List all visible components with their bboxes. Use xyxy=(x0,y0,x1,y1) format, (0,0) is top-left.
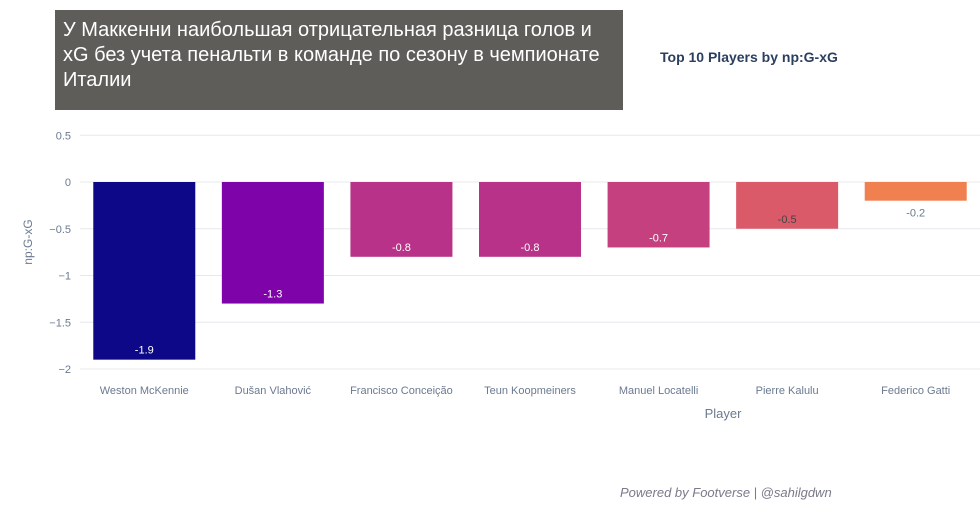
data-label: -1.9 xyxy=(135,345,154,357)
data-label: -0.7 xyxy=(649,232,668,244)
x-tick-label: Weston McKennie xyxy=(100,385,189,397)
data-label: -0.2 xyxy=(906,208,925,220)
data-label: -0.8 xyxy=(392,242,411,254)
y-tick-label: −0.5 xyxy=(49,224,71,236)
x-tick-label: Francisco Conceição xyxy=(350,385,453,397)
y-tick-label: 0.5 xyxy=(56,130,71,142)
bar xyxy=(607,182,710,248)
footer-credit: Powered by Footverse | @sahilgdwn xyxy=(620,485,832,500)
x-tick-label: Pierre Kalulu xyxy=(756,385,819,397)
x-tick-label: Teun Koopmeiners xyxy=(484,385,576,397)
y-tick-label: 0 xyxy=(65,177,71,189)
bar xyxy=(864,182,967,201)
x-tick-label: Dušan Vlahović xyxy=(235,385,312,397)
y-tick-label: −2 xyxy=(58,364,71,376)
x-tick-label: Federico Gatti xyxy=(881,385,950,397)
chart-title: Top 10 Players by np:G-xG xyxy=(660,49,838,65)
bar xyxy=(221,182,324,304)
bar xyxy=(350,182,453,257)
y-axis-label: np:G-xG xyxy=(21,219,35,264)
y-tick-label: −1 xyxy=(58,271,71,283)
bar xyxy=(736,182,839,229)
caption-box: У Маккенни наибольшая отрицательная разн… xyxy=(55,10,623,110)
y-tick-label: −1.5 xyxy=(49,317,71,329)
bar xyxy=(93,182,196,360)
data-label: -1.3 xyxy=(263,289,282,301)
x-axis-label: Player xyxy=(705,406,743,421)
data-label: -0.8 xyxy=(521,242,540,254)
x-tick-label: Manuel Locatelli xyxy=(619,385,699,397)
data-label: -0.5 xyxy=(778,214,797,226)
bar xyxy=(479,182,581,257)
